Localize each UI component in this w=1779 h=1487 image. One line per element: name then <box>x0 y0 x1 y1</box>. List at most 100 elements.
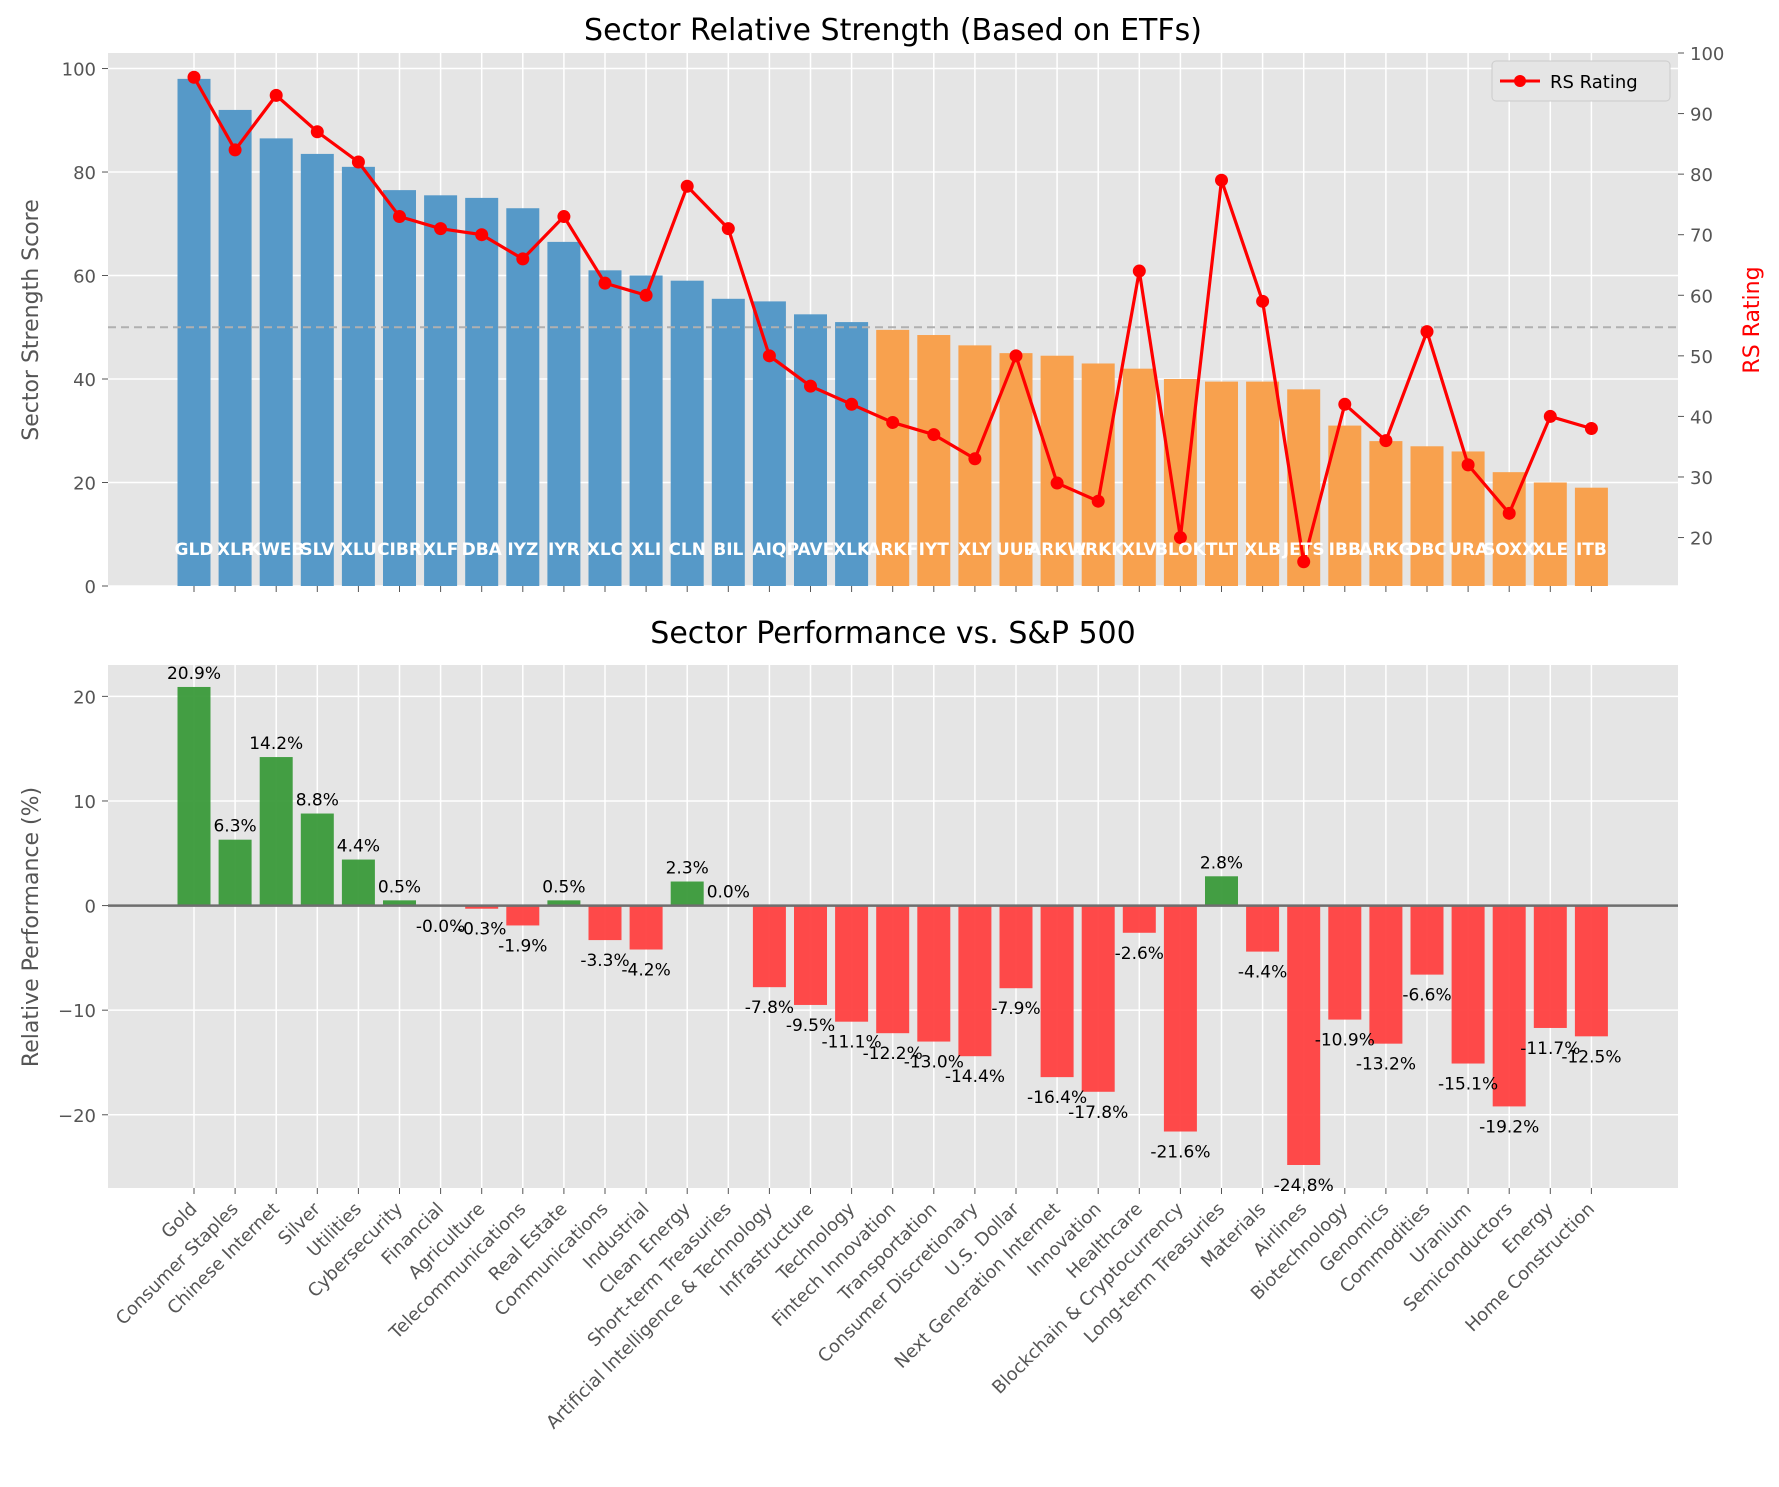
y2-tick-label: 70 <box>1690 226 1713 247</box>
ticker-label: KWEB <box>248 540 305 560</box>
ticker-label: TLT <box>1206 540 1238 560</box>
performance-bar <box>1122 905 1156 933</box>
rs-rating-point <box>1502 506 1516 520</box>
performance-bar <box>999 905 1033 989</box>
performance-bar <box>1040 905 1074 1078</box>
performance-bar <box>1205 876 1238 906</box>
rs-rating-point <box>1297 555 1311 569</box>
strength-bar <box>711 298 745 586</box>
performance-value-labels: 20.9% 6.3% 14.2% 8.8% 4.4% 0.5% -0.0%-0.3%-1.9… <box>167 664 1621 1196</box>
y2-tick-label: 30 <box>1690 468 1713 489</box>
strength-bar <box>1163 379 1197 586</box>
performance-value-label: -24.8% <box>1274 1176 1334 1196</box>
rs-rating-point <box>187 70 201 84</box>
ticker-label: DBA <box>462 540 503 560</box>
performance-bar <box>300 813 334 906</box>
ticker-label: IYZ <box>507 540 538 560</box>
ticker-label: URA <box>1448 540 1489 560</box>
ticker-label: XLY <box>958 540 992 560</box>
performance-chart-title: Sector Performance vs. S&P 500 <box>650 616 1135 651</box>
performance-value-label: -2.6% <box>1115 944 1164 964</box>
ticker-label: PAVE <box>787 540 835 560</box>
performance-bar <box>794 905 827 1005</box>
performance-bar <box>259 757 293 906</box>
rs-rating-point <box>269 88 283 102</box>
strength-bar <box>1533 482 1567 586</box>
strength-bar <box>506 208 540 586</box>
strength-bar <box>1410 446 1444 586</box>
performance-y-ticks: −20 −10 0 10 20 <box>58 687 108 1127</box>
y2-tick-label: 80 <box>1690 165 1713 186</box>
y2-tick-label: 60 <box>1690 286 1713 307</box>
strength-bar <box>259 138 293 587</box>
rs-rating-point <box>598 276 612 290</box>
performance-bar <box>588 905 622 941</box>
strength-bar <box>1122 368 1156 586</box>
ticker-label: XLV <box>1122 540 1158 560</box>
rs-rating-point <box>1132 264 1146 278</box>
performance-chart: 20.9% 6.3% 14.2% 8.8% 4.4% 0.5% -0.0%-0.3%-1.9… <box>19 616 1678 1433</box>
rs-rating-point <box>1215 173 1228 187</box>
strength-bar <box>1246 381 1280 586</box>
strength-bar <box>383 190 416 586</box>
y2-tick-label: 40 <box>1690 407 1713 428</box>
ticker-label: XLP <box>217 540 253 560</box>
performance-value-label: -13.2% <box>1356 1055 1416 1075</box>
rs-rating-point <box>351 155 365 169</box>
y2-tick-label: 90 <box>1690 105 1713 126</box>
strength-x-ticks <box>193 586 1592 592</box>
rs-rating-point <box>516 252 530 266</box>
performance-bar <box>917 905 951 1042</box>
legend-label-rs-rating: RS Rating <box>1550 72 1638 93</box>
performance-bar <box>1369 905 1403 1044</box>
performance-value-label: -9.5% <box>786 1016 835 1036</box>
performance-value-label: 4.4% <box>337 837 380 857</box>
performance-bar <box>1328 905 1362 1020</box>
ticker-label: XLB <box>1244 540 1281 560</box>
strength-bar <box>835 322 869 586</box>
strength-bar <box>1451 451 1485 586</box>
y-tick-label: 20 <box>73 687 96 708</box>
y-tick-label: 100 <box>62 60 96 81</box>
rs-rating-point <box>845 397 859 411</box>
ticker-label: XLK <box>833 540 871 560</box>
performance-bar <box>218 839 252 906</box>
performance-bar <box>1492 905 1526 1107</box>
performance-value-label: -3.3% <box>580 951 629 971</box>
y-tick-label: 60 <box>73 267 96 288</box>
performance-value-label: -17.8% <box>1068 1103 1128 1123</box>
performance-bars <box>177 686 1608 1165</box>
performance-bar <box>1410 905 1444 975</box>
ticker-label: CIBR <box>377 540 422 560</box>
strength-chart-title: Sector Relative Strength (Based on ETFs) <box>584 13 1202 48</box>
performance-value-label: -11.7% <box>1520 1039 1580 1059</box>
performance-bar <box>835 905 869 1022</box>
rs-rating-point <box>310 125 324 139</box>
strength-bar <box>1574 487 1608 586</box>
strength-bar <box>917 335 951 586</box>
performance-value-label: 6.3% <box>213 817 256 837</box>
strength-bar <box>1081 363 1115 586</box>
y-tick-label: −10 <box>58 1001 96 1022</box>
performance-value-label: -12.5% <box>1561 1047 1621 1067</box>
performance-value-label: -11.1% <box>822 1033 882 1053</box>
rs-rating-point <box>804 379 817 393</box>
performance-value-label: -16.4% <box>1027 1088 1087 1108</box>
rs-rating-point <box>1338 397 1352 411</box>
strength-bar <box>670 280 704 586</box>
ticker-label: SOXX <box>1483 540 1535 560</box>
rs-rating-point <box>886 415 900 429</box>
y2-tick-label: 100 <box>1690 44 1724 65</box>
performance-bar <box>465 905 499 909</box>
rs-rating-point <box>475 228 489 242</box>
strength-bar <box>1040 355 1074 586</box>
performance-value-label: -7.8% <box>745 998 794 1018</box>
rs-rating-point <box>927 428 941 442</box>
strength-bar <box>465 197 499 587</box>
ticker-label: ARKG <box>1359 540 1412 560</box>
performance-value-label: -13.0% <box>904 1053 964 1073</box>
performance-value-label: -21.6% <box>1150 1143 1210 1163</box>
